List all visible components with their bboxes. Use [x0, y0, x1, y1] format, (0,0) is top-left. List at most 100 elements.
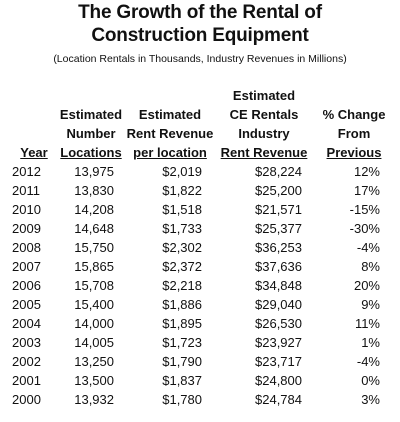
cell-locations: 13,500	[74, 373, 114, 388]
cell-ce-rentals: $37,636	[255, 259, 302, 274]
cell-locations: 13,932	[74, 392, 114, 407]
header-year: Year	[12, 86, 56, 162]
cell-rent-revenue: $1,723	[162, 335, 202, 350]
cell-locations: 13,250	[74, 354, 114, 369]
cell-rent-revenue: $1,822	[162, 183, 202, 198]
cell-pct-change: 1%	[361, 335, 380, 350]
cell-year: 2003	[12, 335, 41, 350]
header-locations-line: Estimated	[59, 107, 123, 122]
cell-ce-rentals: $25,377	[255, 221, 302, 236]
cell-year: 2005	[12, 297, 41, 312]
table-row: 2005 15,400 $1,886 $29,040 9%	[12, 295, 394, 314]
table-header: Year Estimated Number Locations Estimate…	[12, 86, 394, 162]
header-ce-rentals-line: Industry	[238, 126, 290, 141]
cell-pct-change: 8%	[361, 259, 380, 274]
header-pct-change-line: Previous	[326, 145, 382, 160]
cell-locations: 14,648	[74, 221, 114, 236]
rental-growth-table: Year Estimated Number Locations Estimate…	[12, 86, 394, 409]
cell-pct-change: -15%	[349, 202, 380, 217]
page-title-line-1: The Growth of the Rental of	[78, 2, 322, 23]
cell-pct-change: -4%	[356, 354, 380, 369]
cell-ce-rentals: $24,800	[255, 373, 302, 388]
table-row: 2012 13,975 $2,019 $28,224 12%	[12, 162, 394, 181]
cell-pct-change: 9%	[361, 297, 380, 312]
table-row: 2004 14,000 $1,895 $26,530 11%	[12, 314, 394, 333]
header-locations-line: Number	[66, 126, 116, 141]
header-rent-revenue-line: Rent Revenue	[126, 126, 214, 141]
header-rent-revenue: Estimated Rent Revenue per location	[126, 86, 214, 162]
cell-year: 2001	[12, 373, 41, 388]
cell-locations: 14,000	[74, 316, 114, 331]
cell-rent-revenue: $1,790	[162, 354, 202, 369]
cell-rent-revenue: $1,837	[162, 373, 202, 388]
cell-year: 2008	[12, 240, 41, 255]
cell-pct-change: 17%	[353, 183, 380, 198]
header-ce-rentals-line: CE Rentals	[229, 107, 299, 122]
table-row: 2003 14,005 $1,723 $23,927 1%	[12, 333, 394, 352]
cell-rent-revenue: $1,733	[162, 221, 202, 236]
cell-locations: 15,708	[74, 278, 114, 293]
cell-rent-revenue: $2,372	[162, 259, 202, 274]
cell-ce-rentals: $28,224	[255, 164, 302, 179]
table-row: 2010 14,208 $1,518 $21,571 -15%	[12, 200, 394, 219]
cell-ce-rentals: $26,530	[255, 316, 302, 331]
cell-rent-revenue: $1,895	[162, 316, 202, 331]
cell-locations: 14,005	[74, 335, 114, 350]
cell-locations: 15,865	[74, 259, 114, 274]
table-body: 2012 13,975 $2,019 $28,224 12% 2011 13,8…	[12, 162, 394, 409]
table-row: 2008 15,750 $2,302 $36,253 -4%	[12, 238, 394, 257]
cell-year: 2011	[12, 183, 40, 198]
cell-rent-revenue: $1,518	[162, 202, 202, 217]
cell-ce-rentals: $34,848	[255, 278, 302, 293]
cell-rent-revenue: $1,780	[162, 392, 202, 407]
table-row: 2006 15,708 $2,218 $34,848 20%	[12, 276, 394, 295]
header-rent-revenue-line: per location	[133, 145, 207, 160]
table-row: 2001 13,500 $1,837 $24,800 0%	[12, 371, 394, 390]
table-row: 2002 13,250 $1,790 $23,717 -4%	[12, 352, 394, 371]
cell-ce-rentals: $29,040	[255, 297, 302, 312]
cell-locations: 13,830	[74, 183, 114, 198]
header-ce-rentals-line: Rent Revenue	[220, 145, 308, 160]
table-row: 2011 13,830 $1,822 $25,200 17%	[12, 181, 394, 200]
cell-year: 2006	[12, 278, 41, 293]
cell-year: 2009	[12, 221, 41, 236]
header-row: Year Estimated Number Locations Estimate…	[12, 86, 394, 162]
cell-ce-rentals: $23,927	[255, 335, 302, 350]
cell-year: 2010	[12, 202, 41, 217]
cell-ce-rentals: $24,784	[255, 392, 302, 407]
header-pct-change-line: From	[337, 126, 371, 141]
cell-pct-change: -30%	[349, 221, 380, 236]
cell-ce-rentals: $21,571	[255, 202, 302, 217]
cell-locations: 15,750	[74, 240, 114, 255]
cell-pct-change: 12%	[353, 164, 380, 179]
table-row: 2000 13,932 $1,780 $24,784 3%	[12, 390, 394, 409]
cell-year: 2012	[12, 164, 41, 179]
cell-pct-change: 11%	[354, 316, 380, 331]
cell-locations: 13,975	[74, 164, 114, 179]
cell-rent-revenue: $2,019	[162, 164, 202, 179]
cell-pct-change: 0%	[361, 373, 380, 388]
header-pct-change-line: % Change	[322, 107, 386, 122]
cell-rent-revenue: $1,886	[162, 297, 202, 312]
header-year-line: Year	[20, 145, 48, 160]
cell-year: 2004	[12, 316, 41, 331]
table-row: 2007 15,865 $2,372 $37,636 8%	[12, 257, 394, 276]
table-row: 2009 14,648 $1,733 $25,377 -30%	[12, 219, 394, 238]
cell-pct-change: 20%	[353, 278, 380, 293]
header-rent-revenue-line: Estimated	[138, 107, 202, 122]
cell-rent-revenue: $2,302	[162, 240, 202, 255]
header-ce-rentals: Estimated CE Rentals Industry Rent Reven…	[214, 86, 314, 162]
cell-year: 2007	[12, 259, 41, 274]
page-title-line-2: Construction Equipment	[91, 25, 309, 46]
cell-pct-change: -4%	[356, 240, 380, 255]
cell-locations: 15,400	[74, 297, 114, 312]
page-subtitle: (Location Rentals in Thousands, Industry…	[53, 53, 347, 65]
header-pct-change: % Change From Previous	[314, 86, 394, 162]
header-locations-line: Locations	[60, 145, 122, 160]
cell-ce-rentals: $23,717	[255, 354, 302, 369]
header-ce-rentals-line: Estimated	[232, 88, 296, 103]
cell-year: 2000	[12, 392, 41, 407]
cell-year: 2002	[12, 354, 41, 369]
cell-locations: 14,208	[74, 202, 114, 217]
cell-pct-change: 3%	[361, 392, 380, 407]
